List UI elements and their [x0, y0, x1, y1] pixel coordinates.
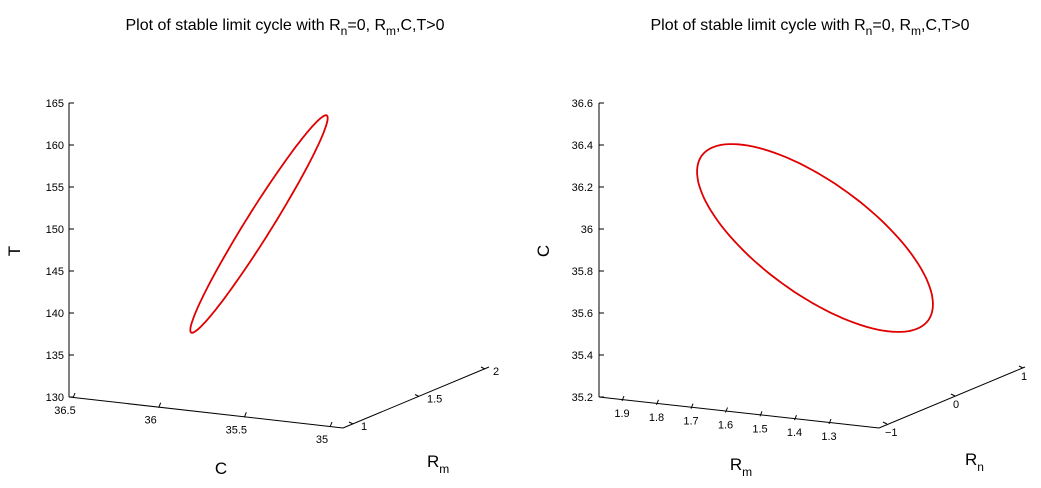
- left-y-tick-label: 1.5: [427, 394, 442, 406]
- right-x-tick-label: 1.4: [787, 427, 802, 439]
- left-limit-cycle: [189, 114, 329, 334]
- left-z-tick-label: 165: [46, 98, 64, 110]
- right-z-tick-label: 36: [581, 224, 593, 236]
- right-z-tick-label: 35.8: [572, 266, 593, 278]
- right-z-tick-label: 36.2: [572, 182, 593, 194]
- right-z-tick-label: 35.6: [572, 308, 593, 320]
- left-y-tick-mark: [348, 421, 354, 425]
- left-x-tick-label: 36: [145, 415, 157, 427]
- right-x-tick-mark: [759, 411, 763, 417]
- right-z-label: C: [534, 245, 553, 257]
- right-y-ticks: −1 0 1: [882, 365, 1027, 439]
- left-x-tick-label: 36.5: [54, 405, 75, 417]
- right-x-tick-label: 1.9: [614, 408, 629, 420]
- right-z-ticks: 35.2 35.4 35.6 35.8 36 36.2 36.4 36.6: [572, 98, 604, 404]
- left-z-tick-label: 135: [46, 350, 64, 362]
- left-x-tick-mark: [243, 412, 247, 418]
- left-z-tick-label: 155: [46, 182, 64, 194]
- right-x-tick-mark: [725, 407, 728, 413]
- left-z-tick-label: 145: [46, 266, 64, 278]
- left-z-ticks: 130 135 140 145 150 155 160 165: [46, 98, 74, 404]
- left-panel: Plot of stable limit cycle with Rn=0, Rm…: [5, 17, 499, 478]
- right-x-ticks: 1.9 1.8 1.7 1.6 1.5 1.4 1.3: [614, 395, 837, 443]
- right-x-tick-label: 1.6: [718, 420, 733, 432]
- left-y-axis: [342, 366, 490, 429]
- left-y-ticks: 11.52: [348, 366, 499, 433]
- right-z-tick-label: 35.2: [572, 392, 593, 404]
- right-x-tick-mark: [828, 418, 832, 425]
- right-limit-cycle: [696, 143, 934, 333]
- right-x-label: Rm: [730, 455, 752, 479]
- right-y-tick-label: −1: [885, 427, 898, 439]
- left-z-tick-label: 140: [46, 308, 64, 320]
- right-y-axis: [878, 366, 1026, 429]
- left-title: Plot of stable limit cycle with Rn=0, Rm…: [125, 17, 444, 38]
- right-title: Plot of stable limit cycle with Rn=0, Rm…: [650, 17, 969, 38]
- left-x-axis: [68, 396, 344, 429]
- right-y-tick-mark: [1018, 365, 1024, 369]
- left-z-tick-label: 130: [46, 392, 64, 404]
- right-x-tick-mark: [656, 399, 659, 406]
- right-y-label: Rn: [965, 450, 984, 474]
- left-z-tick-label: 160: [46, 140, 64, 152]
- left-y-tick-label: 2: [493, 366, 499, 378]
- right-z-tick-label: 36.4: [572, 140, 593, 152]
- left-x-tick-mark: [158, 402, 162, 408]
- right-x-tick-label: 1.3: [821, 431, 836, 443]
- left-z-label: T: [5, 246, 24, 256]
- right-y-tick-label: 0: [953, 399, 959, 411]
- right-y-tick-label: 1: [1021, 371, 1027, 383]
- right-x-tick-mark: [621, 395, 625, 402]
- left-x-tick-label: 35.5: [226, 424, 247, 436]
- left-y-tick-label: 1: [361, 421, 367, 433]
- right-x-tick-label: 1.8: [649, 412, 664, 424]
- left-x-tick-mark: [72, 392, 76, 399]
- right-z-tick-label: 36.6: [572, 98, 593, 110]
- right-y-tick-mark: [950, 393, 956, 397]
- right-x-tick-label: 1.5: [752, 423, 767, 435]
- left-x-tick-label: 35: [316, 434, 328, 446]
- right-panel: Plot of stable limit cycle with Rn=0, Rm…: [534, 17, 1027, 479]
- left-x-tick-mark: [329, 421, 333, 428]
- left-y-tick-mark: [414, 394, 420, 397]
- left-x-label: C: [215, 459, 227, 478]
- right-x-tick-mark: [794, 414, 797, 421]
- left-y-label: Rm: [427, 452, 449, 476]
- left-z-tick-label: 150: [46, 224, 64, 236]
- right-x-tick-mark: [690, 403, 694, 409]
- left-y-tick-mark: [480, 366, 486, 370]
- left-x-ticks: 36.5 36 35.5 35: [54, 392, 333, 446]
- right-x-tick-label: 1.7: [683, 416, 698, 428]
- right-z-tick-label: 35.4: [572, 350, 593, 362]
- right-x-axis: [598, 396, 880, 429]
- right-y-tick-mark: [882, 421, 888, 425]
